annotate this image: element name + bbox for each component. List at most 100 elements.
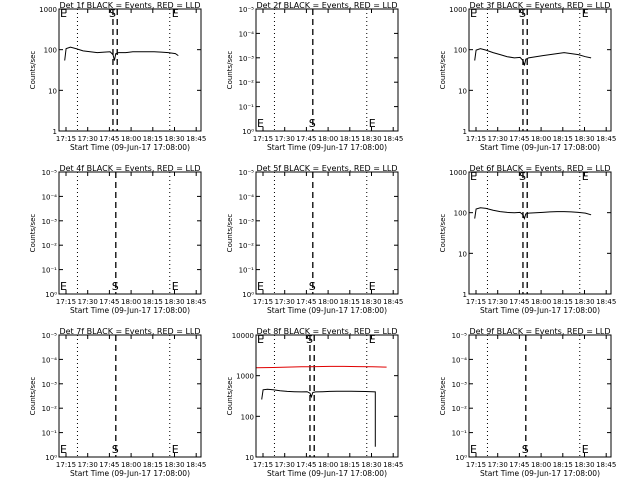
y-tick-label: 10⁻⁵ [452,332,468,340]
x-tick-label: 17:45 [509,298,529,306]
y-axis-label: Counts/sec [439,377,447,416]
x-tick-label: 17:30 [78,461,98,469]
y-tick-label: 10⁰ [455,454,467,462]
x-tick-label: 18:30 [574,298,594,306]
x-tick-label: 18:30 [574,461,594,469]
y-tick-label: 1 [53,128,57,136]
x-tick-label: 17:30 [275,135,295,143]
y-tick-label: 100 [454,47,467,55]
x-tick-label: 17:15 [466,135,486,143]
x-tick-label: 17:45 [296,461,316,469]
x-tick-label: 18:45 [186,135,206,143]
x-tick-label: 18:30 [164,135,184,143]
series-line-2 [261,388,376,447]
marker-s: S [309,117,316,130]
x-tick-label: 17:30 [488,298,508,306]
x-tick-label: 18:45 [383,135,403,143]
plot-frame [58,334,202,458]
x-tick-label: 17:45 [509,135,529,143]
x-tick-label: 17:30 [78,135,98,143]
y-tick-label: 1 [463,128,467,136]
chart-title: Det 7f BLACK = Events, RED = LLD [59,327,200,336]
y-tick-label: 100 [241,413,254,421]
x-axis-label: Start Time (09-Jun-17 17:08:00) [267,143,387,152]
y-tick-label: 10⁻³ [239,55,255,63]
x-tick-label: 17:30 [488,135,508,143]
x-tick-label: 17:15 [466,461,486,469]
y-axis-label: Counts/sec [226,51,234,90]
x-tick-label: 17:15 [466,298,486,306]
x-tick-label: 18:00 [318,135,338,143]
x-tick-label: 18:15 [340,461,360,469]
plot-frame [468,334,612,458]
x-tick-label: 17:45 [296,298,316,306]
marker-e-end: E [369,280,376,293]
chart-title: Det 3f BLACK = Events, RED = LLD [469,1,610,10]
plot-frame [255,334,399,458]
y-tick-label: 10⁰ [242,291,254,299]
y-tick-label: 10⁻² [239,79,255,87]
marker-e-start: E [257,117,264,130]
marker-s: S [519,7,526,20]
x-axis-label: Start Time (09-Jun-17 17:08:00) [480,143,600,152]
x-tick-label: 17:45 [99,135,119,143]
x-axis-label: Start Time (09-Jun-17 17:08:00) [70,143,190,152]
plot-frame [468,8,612,132]
y-axis-label: Counts/sec [226,214,234,253]
y-tick-label: 10000 [232,332,254,340]
y-tick-label: 10⁻⁴ [239,193,255,201]
x-tick-label: 18:30 [164,461,184,469]
marker-e-start: E [470,443,477,456]
marker-s: S [306,333,313,346]
x-tick-label: 18:15 [553,298,573,306]
x-tick-label: 18:45 [596,135,616,143]
marker-e-start: E [470,170,477,183]
y-tick-label: 10 [458,250,467,258]
series-line-1 [474,48,592,66]
y-tick-label: 10⁻² [239,242,255,250]
x-tick-label: 18:30 [164,298,184,306]
marker-e-end: E [582,443,589,456]
x-axis-label: Start Time (09-Jun-17 17:08:00) [70,469,190,478]
series-line-1 [474,207,592,221]
marker-e-end: E [172,7,179,20]
x-tick-label: 17:15 [56,298,76,306]
y-tick-label: 10⁻³ [239,218,255,226]
marker-e-end: E [582,7,589,20]
x-tick-label: 18:15 [553,135,573,143]
x-tick-label: 18:30 [361,298,381,306]
chart-title: Det 1f BLACK = Events, RED = LLD [59,1,200,10]
y-axis-label: Counts/sec [226,377,234,416]
y-tick-label: 10⁻⁴ [42,193,58,201]
y-tick-label: 10⁰ [45,291,57,299]
marker-e-end: E [369,117,376,130]
x-tick-label: 17:45 [509,461,529,469]
marker-e-start: E [257,280,264,293]
x-tick-label: 18:45 [596,298,616,306]
x-tick-label: 18:30 [361,461,381,469]
chart-title: Det 9f BLACK = Events, RED = LLD [469,327,610,336]
x-tick-label: 18:45 [383,298,403,306]
x-tick-label: 18:15 [143,298,163,306]
x-tick-label: 17:30 [78,298,98,306]
marker-e-start: E [60,7,67,20]
marker-s: S [519,170,526,183]
marker-s: S [109,7,116,20]
marker-e-end: E [172,443,179,456]
y-tick-label: 10⁻² [452,405,468,413]
x-tick-label: 17:45 [296,135,316,143]
y-tick-label: 10⁻⁵ [42,169,58,177]
x-tick-label: 17:15 [56,135,76,143]
x-tick-label: 18:00 [531,135,551,143]
y-tick-label: 1000 [449,169,467,177]
y-axis-label: Counts/sec [439,214,447,253]
plot-frame [468,171,612,295]
y-tick-label: 10⁻⁴ [42,356,58,364]
marker-s: S [522,443,529,456]
